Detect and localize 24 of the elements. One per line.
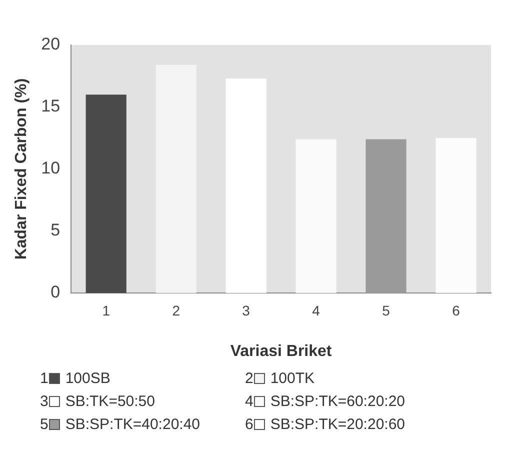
category-label: 2 xyxy=(245,370,254,387)
y-tick-label: 10 xyxy=(41,158,60,178)
y-tick-label: 15 xyxy=(41,96,60,116)
text: SB:SP:TK=40:20:40 xyxy=(65,416,200,433)
y-tick-label: 20 xyxy=(41,34,60,54)
x-tick-label: 2 xyxy=(172,302,180,318)
text: SB:TK=50:50 xyxy=(65,393,155,410)
y-axis-title: Kadar Fixed Carbon (%) xyxy=(13,78,30,260)
text: SB:SP:TK=60:20:20 xyxy=(270,393,406,410)
text: 100SB xyxy=(65,370,110,387)
x-tick-label: 4 xyxy=(312,302,320,318)
y-tick-label: 0 xyxy=(50,282,60,302)
y-tick-label: 5 xyxy=(50,220,60,240)
x-axis-title: Variasi Briket xyxy=(230,342,332,360)
x-tick-label: 5 xyxy=(382,302,390,318)
x-tick-label: 3 xyxy=(242,302,250,318)
text: SB:SP:TK=20:20:60 xyxy=(270,416,406,433)
category-label: 3 xyxy=(40,393,48,410)
category-label: 4 xyxy=(245,393,254,410)
category-label: 1 xyxy=(40,370,48,387)
text: 100TK xyxy=(270,370,315,387)
x-tick-label: 1 xyxy=(102,302,110,318)
category-label: 6 xyxy=(245,416,254,433)
x-tick-label: 6 xyxy=(452,302,460,318)
